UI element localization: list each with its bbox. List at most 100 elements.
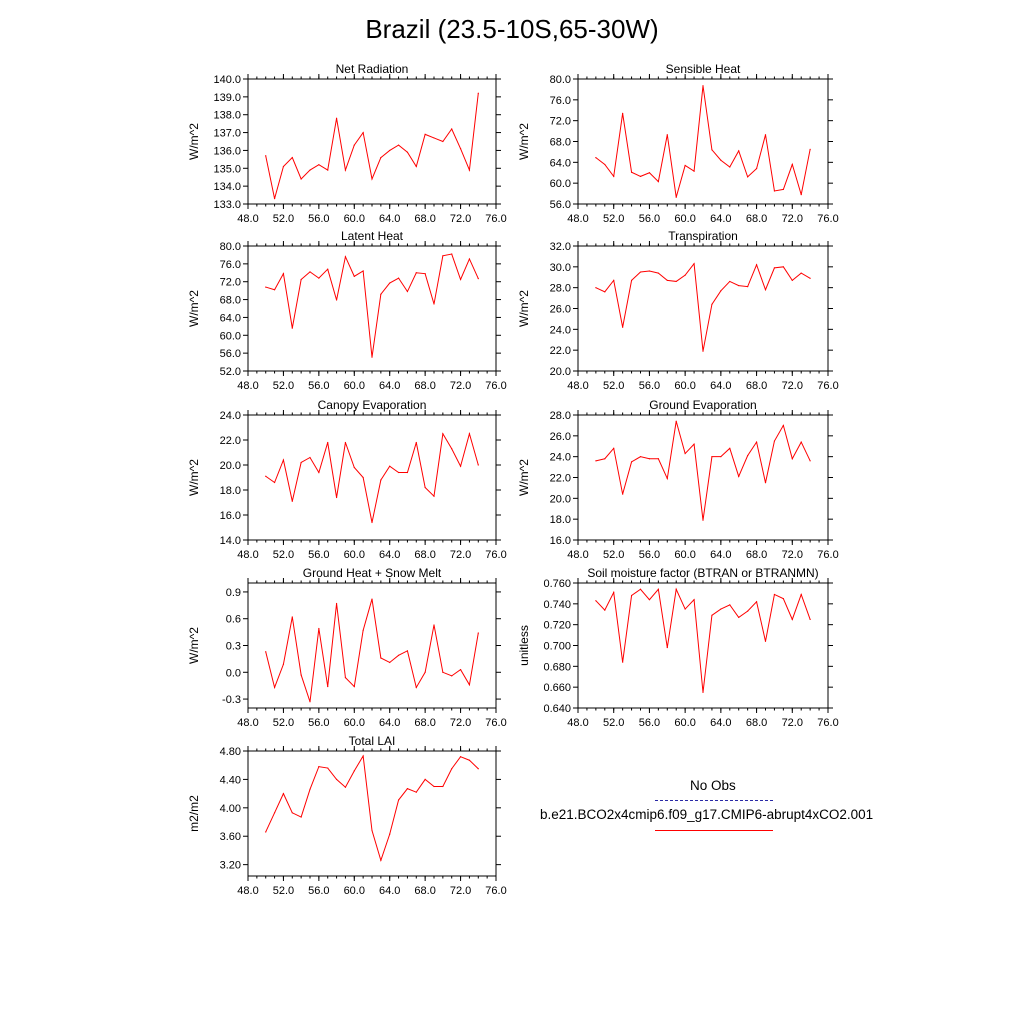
y-tick-label: 60.0 xyxy=(220,330,241,342)
y-tick-label: 22.0 xyxy=(550,473,571,485)
chart-panel-6: Ground Evaporation W/m^2 48.0 52.0 56.0 60.0 6… xyxy=(517,398,839,561)
data-point xyxy=(362,629,364,631)
data-point xyxy=(459,278,462,281)
chart-title: Soil moisture factor (BTRAN or BTRANMN) xyxy=(587,566,818,580)
data-point xyxy=(335,299,338,301)
data-point xyxy=(595,460,597,462)
x-tick-label: 52.0 xyxy=(273,380,294,392)
data-point xyxy=(711,303,713,305)
x-tick-label: 64.0 xyxy=(379,213,400,225)
x-tick-label: 56.0 xyxy=(308,885,329,897)
y-axis-label: W/m^2 xyxy=(187,123,201,160)
x-tick-label: 68.0 xyxy=(746,213,767,225)
data-point xyxy=(273,289,276,291)
series-line xyxy=(265,431,479,523)
data-point xyxy=(442,785,444,788)
data-point xyxy=(273,198,276,200)
x-tick-label: 48.0 xyxy=(237,717,258,729)
y-tick-label: 26.0 xyxy=(550,304,571,316)
x-tick-label: 48.0 xyxy=(567,380,588,392)
data-point xyxy=(273,686,276,689)
data-point xyxy=(702,691,704,693)
x-tick-label: 56.0 xyxy=(308,717,329,729)
data-point xyxy=(755,264,758,266)
data-point xyxy=(729,447,731,449)
data-point xyxy=(389,661,391,664)
x-tick-label: 60.0 xyxy=(344,213,365,225)
x-tick-label: 52.0 xyxy=(603,380,624,392)
data-point xyxy=(424,671,426,673)
data-point xyxy=(300,178,302,180)
y-tick-label: 32.0 xyxy=(550,241,571,253)
data-point xyxy=(622,112,624,114)
data-point xyxy=(300,674,302,676)
data-point xyxy=(380,156,382,159)
data-point xyxy=(397,471,400,474)
x-tick-label: 56.0 xyxy=(639,717,660,729)
data-point xyxy=(747,610,749,612)
data-point xyxy=(459,148,462,150)
data-point xyxy=(353,275,355,277)
y-tick-label: 60.0 xyxy=(550,178,571,190)
y-tick-label: 14.0 xyxy=(220,535,241,547)
data-point xyxy=(657,588,659,590)
data-point xyxy=(666,646,668,649)
data-point xyxy=(362,476,364,479)
data-point xyxy=(755,441,758,443)
data-point xyxy=(738,284,740,287)
data-point xyxy=(666,134,668,136)
y-tick-label: 20.0 xyxy=(220,460,241,472)
data-point xyxy=(327,685,329,688)
data-point xyxy=(380,657,382,659)
data-point xyxy=(604,291,606,293)
chart-panel-8: Soil moisture factor (BTRAN or BTRANMN) u… xyxy=(517,566,839,729)
data-point xyxy=(675,196,677,198)
data-point xyxy=(397,144,400,146)
data-point xyxy=(442,671,444,673)
data-point xyxy=(406,151,409,153)
y-axis-label: W/m^2 xyxy=(187,459,201,496)
x-tick-label: 64.0 xyxy=(710,717,731,729)
data-point xyxy=(604,609,606,611)
data-point xyxy=(415,272,417,274)
data-point xyxy=(684,164,686,167)
y-tick-label: 0.660 xyxy=(543,682,571,694)
data-point xyxy=(809,460,811,462)
x-tick-label: 68.0 xyxy=(414,885,435,897)
data-point xyxy=(773,190,776,192)
data-point xyxy=(639,588,642,590)
x-tick-label: 72.0 xyxy=(450,549,471,561)
x-tick-label: 72.0 xyxy=(450,717,471,729)
data-point xyxy=(442,140,444,143)
data-point xyxy=(622,661,624,663)
data-point xyxy=(791,163,793,166)
chart-title: Sensible Heat xyxy=(666,62,741,76)
x-tick-label: 56.0 xyxy=(308,213,329,225)
chart-title: Net Radiation xyxy=(336,62,409,76)
data-point xyxy=(782,424,784,427)
data-point xyxy=(380,293,382,295)
y-tick-label: 24.0 xyxy=(550,324,571,336)
x-tick-label: 68.0 xyxy=(414,380,435,392)
data-point xyxy=(415,441,417,444)
y-tick-label: 24.0 xyxy=(550,452,571,464)
data-point xyxy=(282,793,285,795)
x-tick-label: 52.0 xyxy=(273,717,294,729)
data-point xyxy=(309,456,311,459)
data-point xyxy=(613,447,615,449)
data-point xyxy=(639,456,642,458)
data-point xyxy=(684,274,686,276)
data-point xyxy=(675,280,677,283)
data-point xyxy=(415,791,417,793)
data-point xyxy=(630,279,633,281)
data-point xyxy=(327,169,329,171)
y-tick-label: 28.0 xyxy=(550,283,571,295)
data-point xyxy=(309,788,311,790)
y-tick-label: 0.0 xyxy=(226,667,241,679)
y-tick-label: 16.0 xyxy=(550,535,571,547)
data-point xyxy=(433,303,435,305)
x-tick-label: 76.0 xyxy=(817,213,838,225)
y-axis-label: W/m^2 xyxy=(517,290,531,327)
data-point xyxy=(389,149,391,152)
y-tick-label: 22.0 xyxy=(220,435,241,447)
